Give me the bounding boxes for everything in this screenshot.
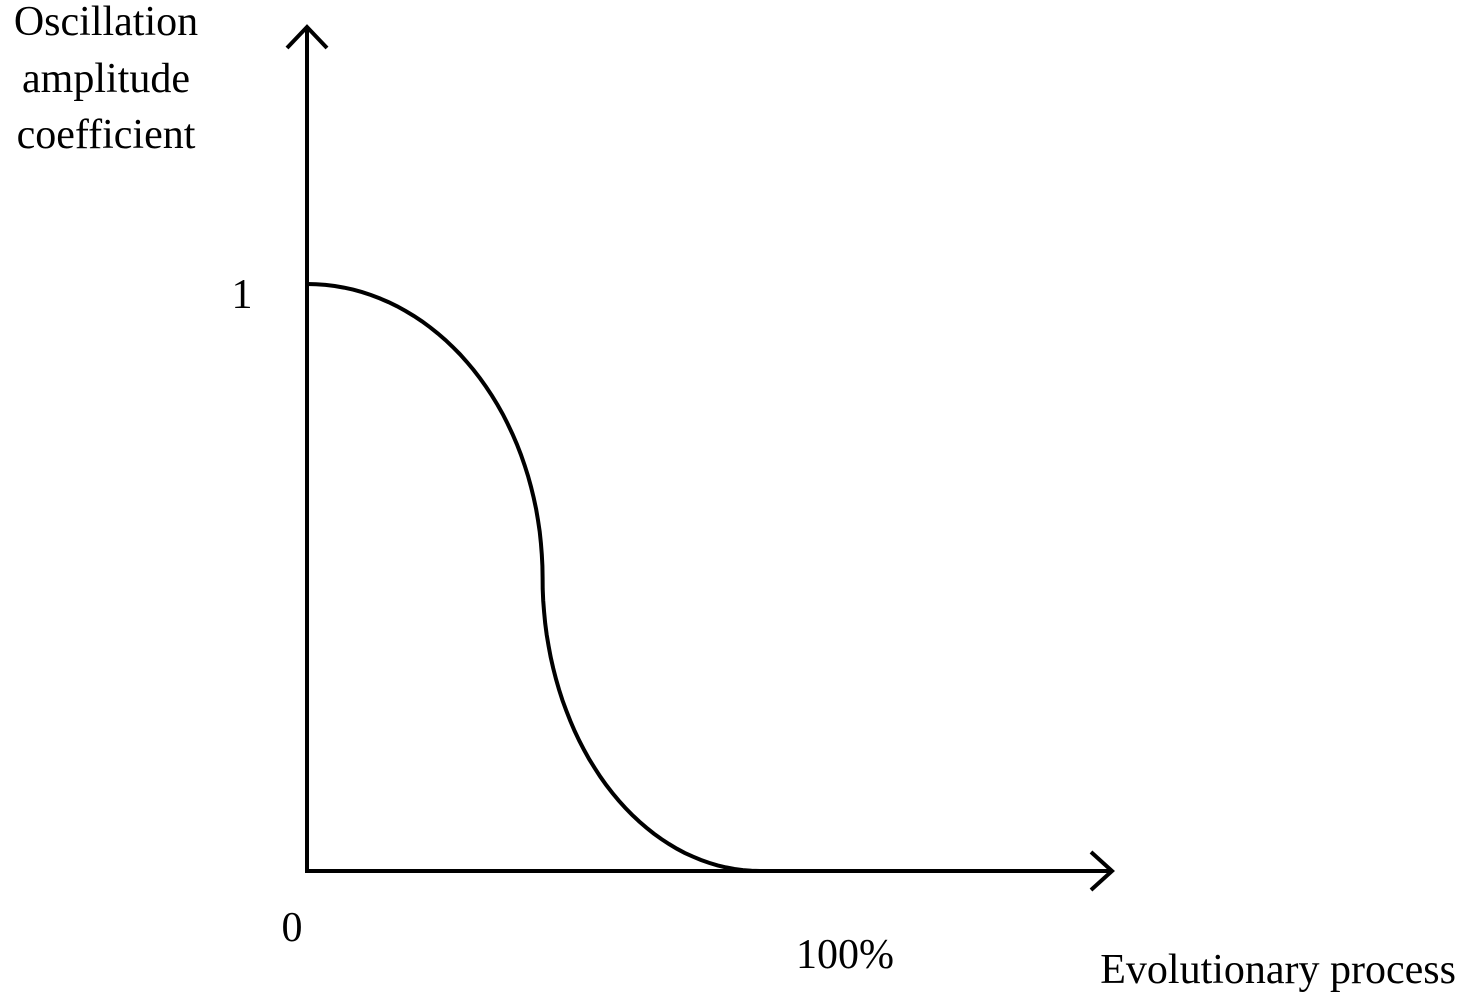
y-axis-label: Oscillation amplitude coefficient	[14, 0, 198, 158]
x-axis-arrow	[1089, 850, 1115, 892]
amplitude-curve-series	[306, 282, 770, 873]
x-tick-label-100: 100%	[796, 932, 894, 978]
axes	[285, 24, 1115, 892]
y-axis-label-line-2: amplitude	[22, 56, 190, 102]
y-axis-label-line-1: Oscillation	[14, 0, 198, 45]
y-tick-label-1: 1	[232, 272, 253, 318]
y-axis-label-line-3: coefficient	[17, 112, 196, 158]
x-tick-label-0: 0	[282, 905, 303, 951]
y-axis-arrow	[285, 24, 329, 50]
x-axis-label: Evolutionary process	[1100, 947, 1456, 993]
